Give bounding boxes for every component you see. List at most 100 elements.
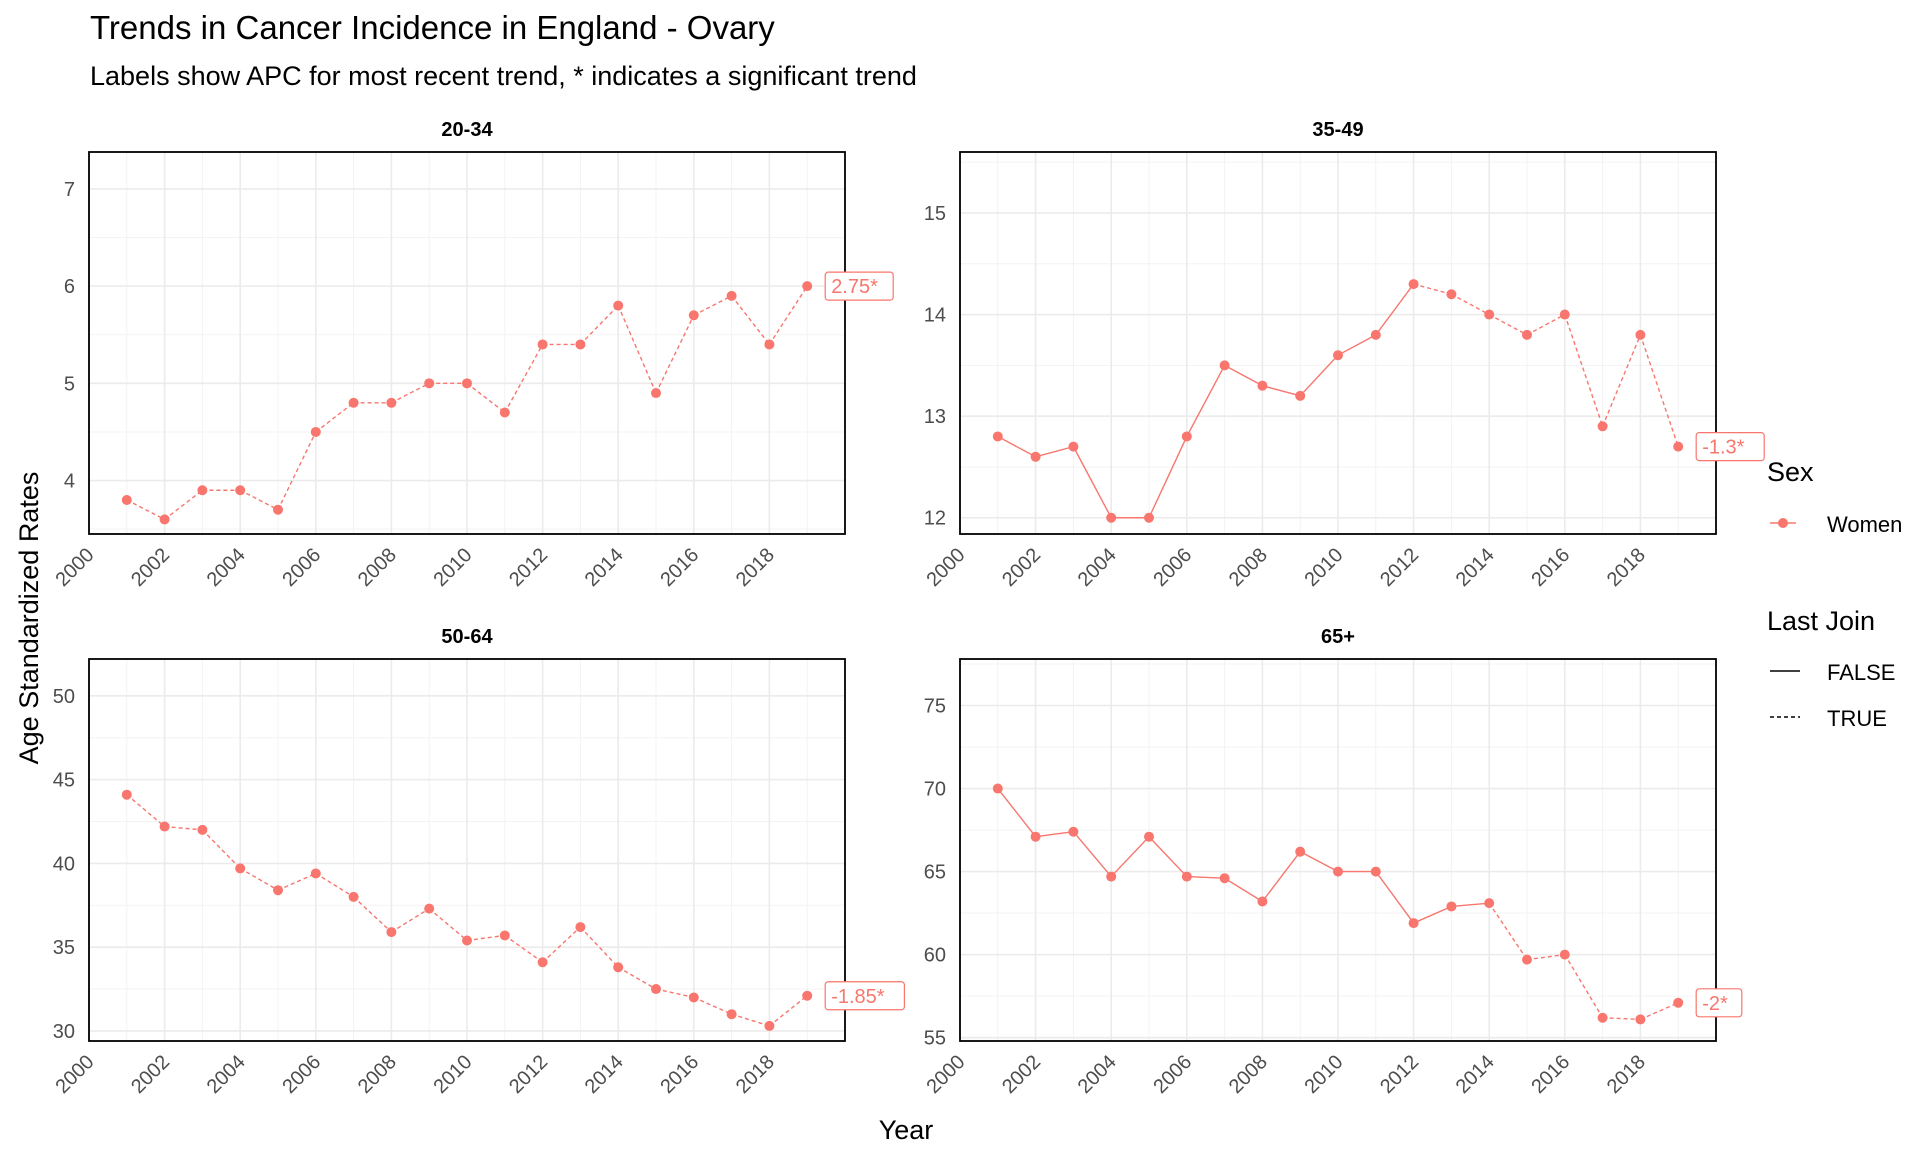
data-point: [424, 903, 435, 914]
data-point: [802, 990, 813, 1001]
x-tick-label: 2018: [732, 544, 779, 591]
series-segment-dashed: [768, 285, 808, 345]
x-tick-label: 2000: [52, 1051, 99, 1098]
x-tick-label: 2002: [998, 1051, 1045, 1098]
data-point: [1144, 831, 1154, 842]
data-point: [1446, 289, 1457, 300]
data-point: [159, 514, 170, 525]
data-point: [499, 930, 510, 941]
x-tick-label: 2018: [732, 1051, 779, 1098]
series-segment-dashed: [1413, 283, 1452, 295]
panel-border: [959, 658, 1717, 1042]
panel-50-64: 50-64 30 35 40 45 50 2000 2002 2004 2006 2008 2010 2…: [52, 626, 906, 1098]
x-tick-label: 2002: [998, 544, 1045, 591]
data-point: [1219, 360, 1230, 371]
data-point: [1068, 441, 1079, 452]
x-tick-label: 2008: [354, 544, 401, 591]
apc-label: -2*: [1702, 993, 1728, 1015]
series-segment-solid: [1375, 283, 1415, 336]
data-point: [1144, 512, 1154, 523]
data-point: [273, 504, 283, 515]
x-tick-label: 2008: [1225, 544, 1272, 591]
x-tick-label: 2012: [505, 1051, 552, 1098]
series-segment-dashed: [1488, 902, 1528, 961]
x-tick-label: 2002: [127, 544, 174, 591]
x-tick-label: 2014: [1452, 544, 1499, 591]
panel-border: [959, 151, 1717, 535]
x-tick-label: 2016: [1527, 544, 1574, 591]
data-point: [1673, 441, 1684, 452]
series-segment-dashed: [617, 305, 657, 394]
series-segment-dashed: [542, 926, 581, 963]
panel-strip-title: 50-64: [441, 626, 493, 648]
series-segment-dashed: [617, 966, 657, 990]
data-point: [1219, 873, 1230, 884]
series-segment-dashed: [1564, 954, 1604, 1019]
data-point: [1257, 896, 1268, 907]
x-tick-label: 2000: [923, 1051, 970, 1098]
data-point: [1295, 390, 1306, 401]
series-segment-dashed: [579, 305, 619, 345]
series-segment-dashed: [239, 867, 279, 891]
y-tick-label: 50: [53, 686, 75, 708]
data-point: [386, 927, 397, 938]
x-tick-label: 2006: [278, 1051, 325, 1098]
series-segment-dashed: [1526, 953, 1565, 961]
data-point: [1522, 329, 1532, 340]
data-point: [121, 789, 132, 800]
data-point: [1635, 329, 1646, 340]
series-segment-dashed: [164, 489, 203, 520]
y-tick-label: 14: [924, 305, 946, 327]
series-segment-dashed: [315, 872, 354, 898]
data-point: [1597, 1012, 1608, 1023]
x-tick-label: 2016: [656, 544, 703, 591]
y-tick-label: 30: [53, 1021, 75, 1043]
data-point: [1635, 1014, 1646, 1025]
series-segment-dashed: [1526, 313, 1566, 336]
series-segment-dashed: [428, 908, 468, 942]
series-segment-dashed: [504, 344, 544, 413]
series-segment-solid: [1299, 354, 1339, 397]
data-point: [1333, 866, 1343, 877]
series-segment-solid: [1072, 831, 1112, 878]
series-segment-solid: [1072, 446, 1112, 519]
series-segment-solid: [997, 788, 1037, 838]
series-segment-dashed: [164, 825, 203, 831]
series-segment-dashed: [655, 988, 694, 999]
legend-women-label: Women: [1827, 512, 1902, 537]
legend: Sex Women Last Join FALSE TRUE: [1767, 457, 1902, 731]
series-segment-solid: [1299, 851, 1339, 873]
series-segment-dashed: [504, 934, 544, 963]
series-segment-dashed: [768, 995, 808, 1027]
x-axis-label: Year: [879, 1115, 934, 1145]
y-tick-label: 70: [924, 779, 946, 801]
y-axis-label: Age Standardized Rates: [14, 472, 44, 765]
data-point: [1333, 350, 1343, 361]
data-point: [802, 281, 813, 292]
series-segment-solid: [1186, 365, 1226, 437]
x-tick-label: 2004: [203, 1051, 250, 1098]
x-tick-label: 2010: [1301, 1051, 1348, 1098]
series-segment-solid: [1148, 436, 1188, 519]
apc-label-box: [1695, 988, 1743, 1018]
x-tick-label: 2002: [127, 1051, 174, 1098]
data-point: [1559, 949, 1570, 960]
data-point: [1484, 309, 1495, 320]
apc-label-box: [824, 271, 894, 301]
legend-women-point-key: [1778, 518, 1788, 528]
data-point: [462, 378, 472, 389]
data-point: [310, 426, 321, 437]
y-tick-label: 75: [924, 696, 946, 718]
legend-item-false: FALSE: [1770, 660, 1895, 685]
y-tick-label: 4: [64, 471, 75, 493]
y-tick-label: 40: [53, 853, 75, 875]
panel-65plus: 65+ 55 60 65 70 75 2000 2002 2004 2006 2008 2010 201…: [923, 626, 1743, 1098]
data-point: [1030, 831, 1041, 842]
series-segment-solid: [1261, 851, 1301, 902]
data-point: [764, 1020, 775, 1031]
apc-label-box: [1695, 432, 1765, 462]
data-point: [651, 984, 661, 995]
data-point: [273, 885, 283, 896]
series-segment-solid: [1224, 877, 1263, 903]
data-point: [651, 388, 661, 399]
